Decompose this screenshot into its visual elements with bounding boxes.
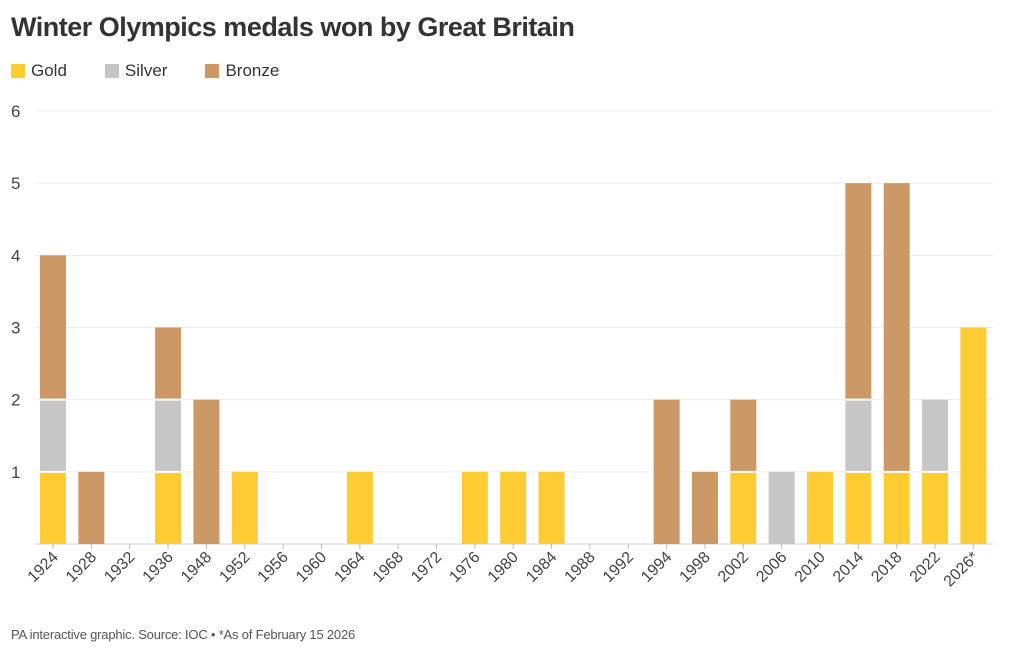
bar-gold-1980: [500, 471, 527, 544]
legend-label-bronze: Bronze: [225, 61, 280, 80]
x-tick-label-1992: 1992: [600, 549, 637, 586]
bar-gold-1964: [346, 471, 373, 544]
bar-gold-1936: [155, 471, 182, 544]
y-tick-label-1: 1: [11, 463, 20, 482]
legend-swatch-bronze: [205, 64, 220, 78]
x-tick-label-1980: 1980: [485, 549, 522, 586]
x-tick-label-1998: 1998: [677, 549, 714, 586]
bar-gold-2022: [922, 471, 949, 544]
x-tick-label-2010: 2010: [792, 549, 829, 586]
x-tick-label-2002: 2002: [715, 549, 752, 586]
source-footer: PA interactive graphic. Source: IOC • *A…: [11, 627, 356, 642]
bar-silver-2014: [845, 399, 872, 472]
x-tick-label-1956: 1956: [255, 549, 292, 586]
bar-bronze-1928: [78, 471, 105, 544]
x-tick-label-1960: 1960: [293, 549, 330, 586]
bar-silver-2022: [922, 399, 949, 472]
x-tick-label-1972: 1972: [408, 549, 445, 586]
bar-gold-1924: [40, 471, 66, 544]
x-tick-label-2014: 2014: [830, 549, 867, 586]
chart-title: Winter Olympics medals won by Great Brit…: [11, 12, 575, 42]
y-tick-label-3: 3: [11, 319, 20, 338]
bar-silver-1936: [155, 399, 182, 472]
bar-bronze-2002: [730, 399, 757, 472]
bar-bronze-2018: [883, 183, 910, 472]
bar-bronze-1948: [193, 399, 220, 544]
y-tick-label-6: 6: [11, 102, 20, 121]
x-tick-label-1994: 1994: [638, 549, 675, 586]
bar-gold-2002: [730, 471, 757, 544]
bar-gold-2010: [807, 471, 833, 544]
bar-gold-2014: [845, 471, 872, 544]
x-tick-label-1948: 1948: [178, 549, 215, 586]
bar-bronze-1936: [155, 327, 182, 400]
x-tick-label-1932: 1932: [101, 549, 138, 586]
bar-gold-1952: [231, 471, 258, 544]
y-tick-label-2: 2: [11, 391, 20, 410]
legend-item-bronze: Bronze: [205, 61, 279, 81]
x-tick-label-2026*: 2026*: [941, 549, 983, 591]
x-tick-label-2018: 2018: [868, 549, 905, 586]
bar-gold-1976: [461, 471, 488, 544]
bar-silver-1924: [40, 399, 66, 472]
legend-label-gold: Gold: [31, 61, 67, 80]
x-tick-label-1968: 1968: [370, 549, 407, 586]
bar-gold-2026*: [960, 327, 987, 544]
legend-label-silver: Silver: [124, 61, 168, 80]
legend-swatch-gold: [11, 64, 25, 78]
y-tick-label-5: 5: [11, 174, 20, 193]
bar-gold-1984: [538, 471, 565, 544]
x-tick-label-1936: 1936: [140, 549, 177, 586]
bar-bronze-1998: [691, 471, 718, 544]
x-tick-label-2006: 2006: [753, 549, 790, 586]
x-tick-label-1952: 1952: [216, 549, 253, 586]
bar-gold-2018: [883, 471, 910, 544]
x-tick-label-1976: 1976: [446, 549, 483, 586]
x-tick-label-1928: 1928: [63, 549, 100, 586]
bar-bronze-2014: [845, 183, 872, 400]
legend-item-gold: Gold: [11, 61, 67, 81]
x-tick-label-1964: 1964: [331, 549, 368, 586]
y-axis-ticks: 1 2 3 4 5 6: [11, 102, 20, 482]
y-tick-label-4: 4: [11, 246, 20, 265]
x-tick-label-1984: 1984: [523, 549, 560, 586]
x-tick-label-1924: 1924: [25, 549, 62, 586]
bar-bronze-1994: [653, 399, 680, 544]
x-tick-label-1988: 1988: [562, 549, 599, 586]
legend-item-silver: Silver: [104, 61, 168, 81]
x-tick-label-2022: 2022: [907, 549, 944, 586]
x-axis-ticks: 1924 1928 1932 1936 1948 1952 1956 1960 1964 1968…: [25, 544, 983, 591]
legend-swatch-silver: [104, 64, 119, 78]
bar-silver-2006: [768, 471, 795, 544]
bar-bronze-1924: [40, 255, 66, 400]
legend: Gold Silver Bronze: [11, 61, 317, 81]
bars: [40, 183, 987, 544]
